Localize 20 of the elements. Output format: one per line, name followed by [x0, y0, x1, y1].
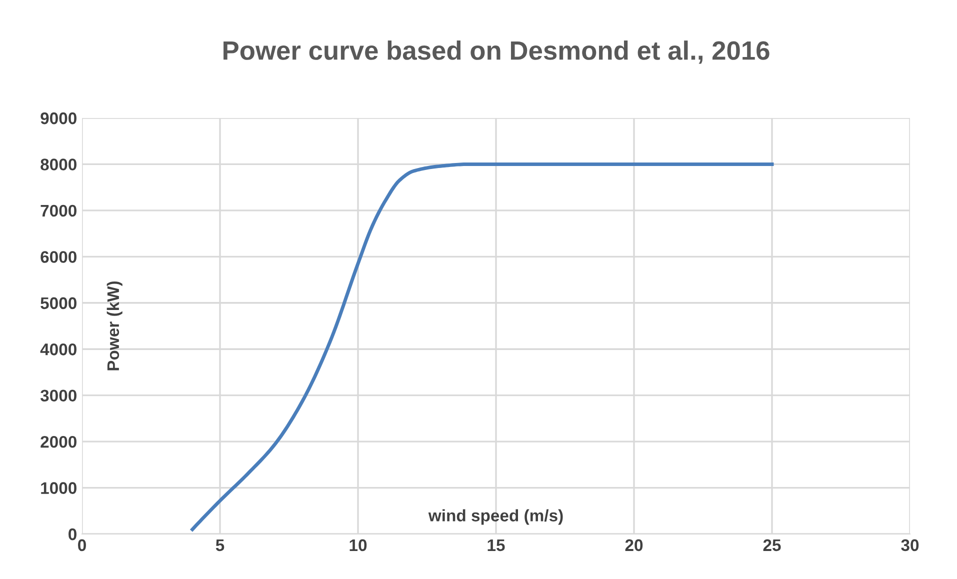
x-axis-title: wind speed (m/s)	[428, 509, 563, 525]
y-tick-label: 3000	[40, 390, 76, 402]
x-tick-label: 30	[901, 539, 919, 552]
x-tick-label: 5	[216, 539, 224, 552]
y-tick-label: 7000	[40, 204, 76, 217]
x-tick-label: 15	[488, 539, 505, 552]
y-tick-label: 0	[68, 528, 76, 540]
y-tick-label: 8000	[40, 158, 76, 170]
x-tick-label: 10	[350, 539, 367, 552]
y-tick-label: 2000	[40, 436, 76, 448]
x-tick-label: 25	[763, 539, 781, 552]
y-axis-title: Power (kW)	[106, 281, 122, 370]
x-tick-label: 20	[625, 539, 643, 552]
y-tick-label: 1000	[41, 482, 76, 494]
y-tick-label: 4000	[40, 344, 76, 356]
y-tick-label: 9000	[40, 112, 76, 124]
x-tick-label: 0	[78, 539, 86, 552]
y-tick-label: 5000	[40, 297, 76, 310]
chart-title: Power curve based on Desmond et al., 2016	[224, 40, 770, 64]
y-tick-label: 6000	[40, 251, 76, 263]
